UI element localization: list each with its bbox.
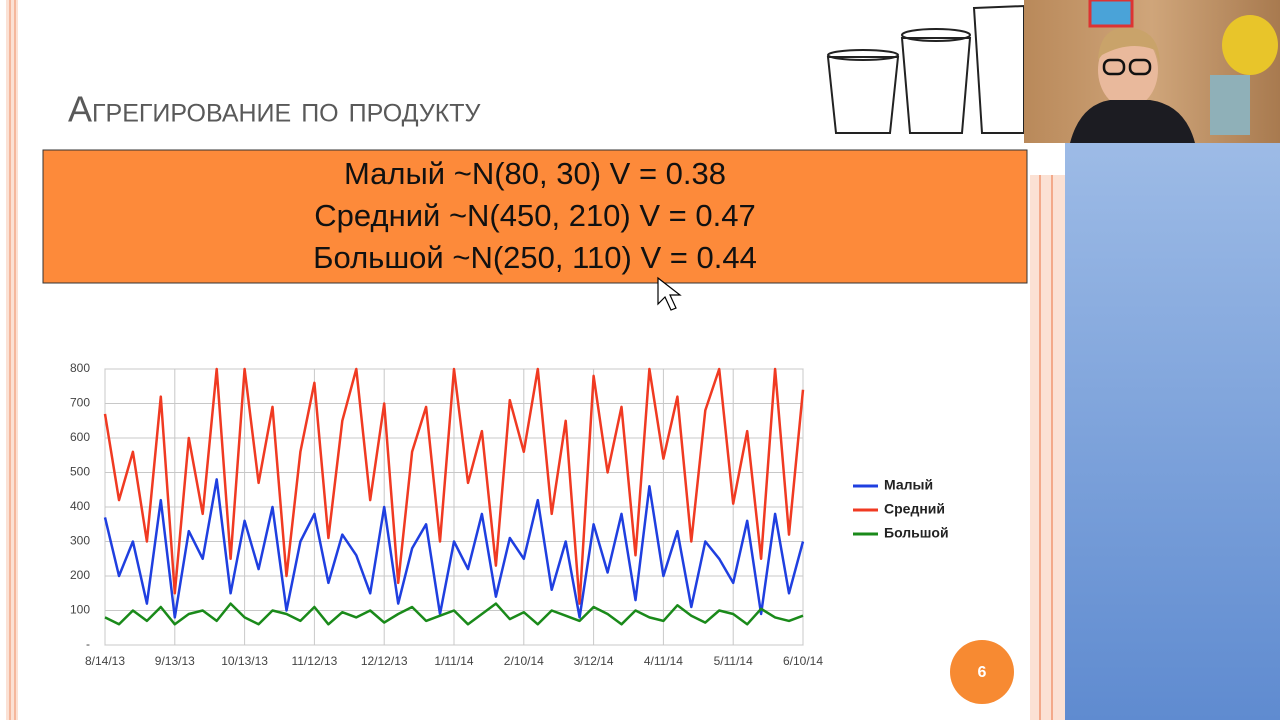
x-tick-label: 3/12/14 <box>574 654 614 668</box>
x-tick-label: 5/11/14 <box>714 654 753 668</box>
legend-label: Средний <box>884 501 945 517</box>
x-tick-label: 11/12/13 <box>291 654 337 668</box>
slide-title: Агрегирование по продукту <box>68 89 481 130</box>
y-tick-label: 700 <box>70 396 90 410</box>
legend-label: Малый <box>884 477 933 493</box>
y-tick-label: 400 <box>70 499 90 513</box>
poster <box>1088 0 1134 28</box>
y-tick-label: 800 <box>70 361 90 375</box>
face <box>1098 32 1158 108</box>
slide-number-badge <box>950 640 1014 704</box>
slide-right-border <box>1030 175 1065 720</box>
webcam <box>1024 0 1280 143</box>
series-line <box>103 367 805 605</box>
y-tick-label: 200 <box>70 568 90 582</box>
hair <box>1098 27 1160 65</box>
formula-line: Большой ~N(250, 110) V = 0.44 <box>313 240 757 275</box>
y-tick-label: 500 <box>70 465 90 479</box>
y-tick-label: 600 <box>70 430 90 444</box>
y-tick-label: 100 <box>70 603 90 617</box>
x-tick-label: 6/10/14 <box>783 654 823 668</box>
formula-line: Средний ~N(450, 210) V = 0.47 <box>314 198 755 233</box>
formula-box <box>42 149 1028 284</box>
glasses <box>1102 58 1126 76</box>
desktop-bg <box>1065 143 1280 720</box>
window <box>1210 75 1250 135</box>
legend-label: Большой <box>884 525 949 541</box>
slide-left-border <box>6 0 18 720</box>
slide-number: 6 <box>978 664 987 681</box>
series-line <box>103 478 805 619</box>
x-tick-label: 9/13/13 <box>155 654 195 668</box>
glasses <box>1128 58 1152 76</box>
x-tick-label: 8/14/13 <box>85 654 125 668</box>
x-tick-label: 2/10/14 <box>504 654 544 668</box>
x-tick-label: 1/11/14 <box>434 654 473 668</box>
chart: - 100 200 300 400 500 600 700 800 8/14/13 9/13/13 1… <box>70 361 949 668</box>
cursor <box>657 276 682 311</box>
series-line <box>104 602 804 626</box>
formula-line: Малый ~N(80, 30) V = 0.38 <box>344 156 726 191</box>
body <box>1070 100 1195 143</box>
y-tick-label: 300 <box>70 534 90 548</box>
x-tick-label: 4/11/14 <box>644 654 683 668</box>
x-tick-label: 12/12/13 <box>361 654 408 668</box>
plant <box>1222 15 1278 75</box>
x-tick-label: 10/13/13 <box>221 654 268 668</box>
y-tick-label: - <box>86 637 90 651</box>
